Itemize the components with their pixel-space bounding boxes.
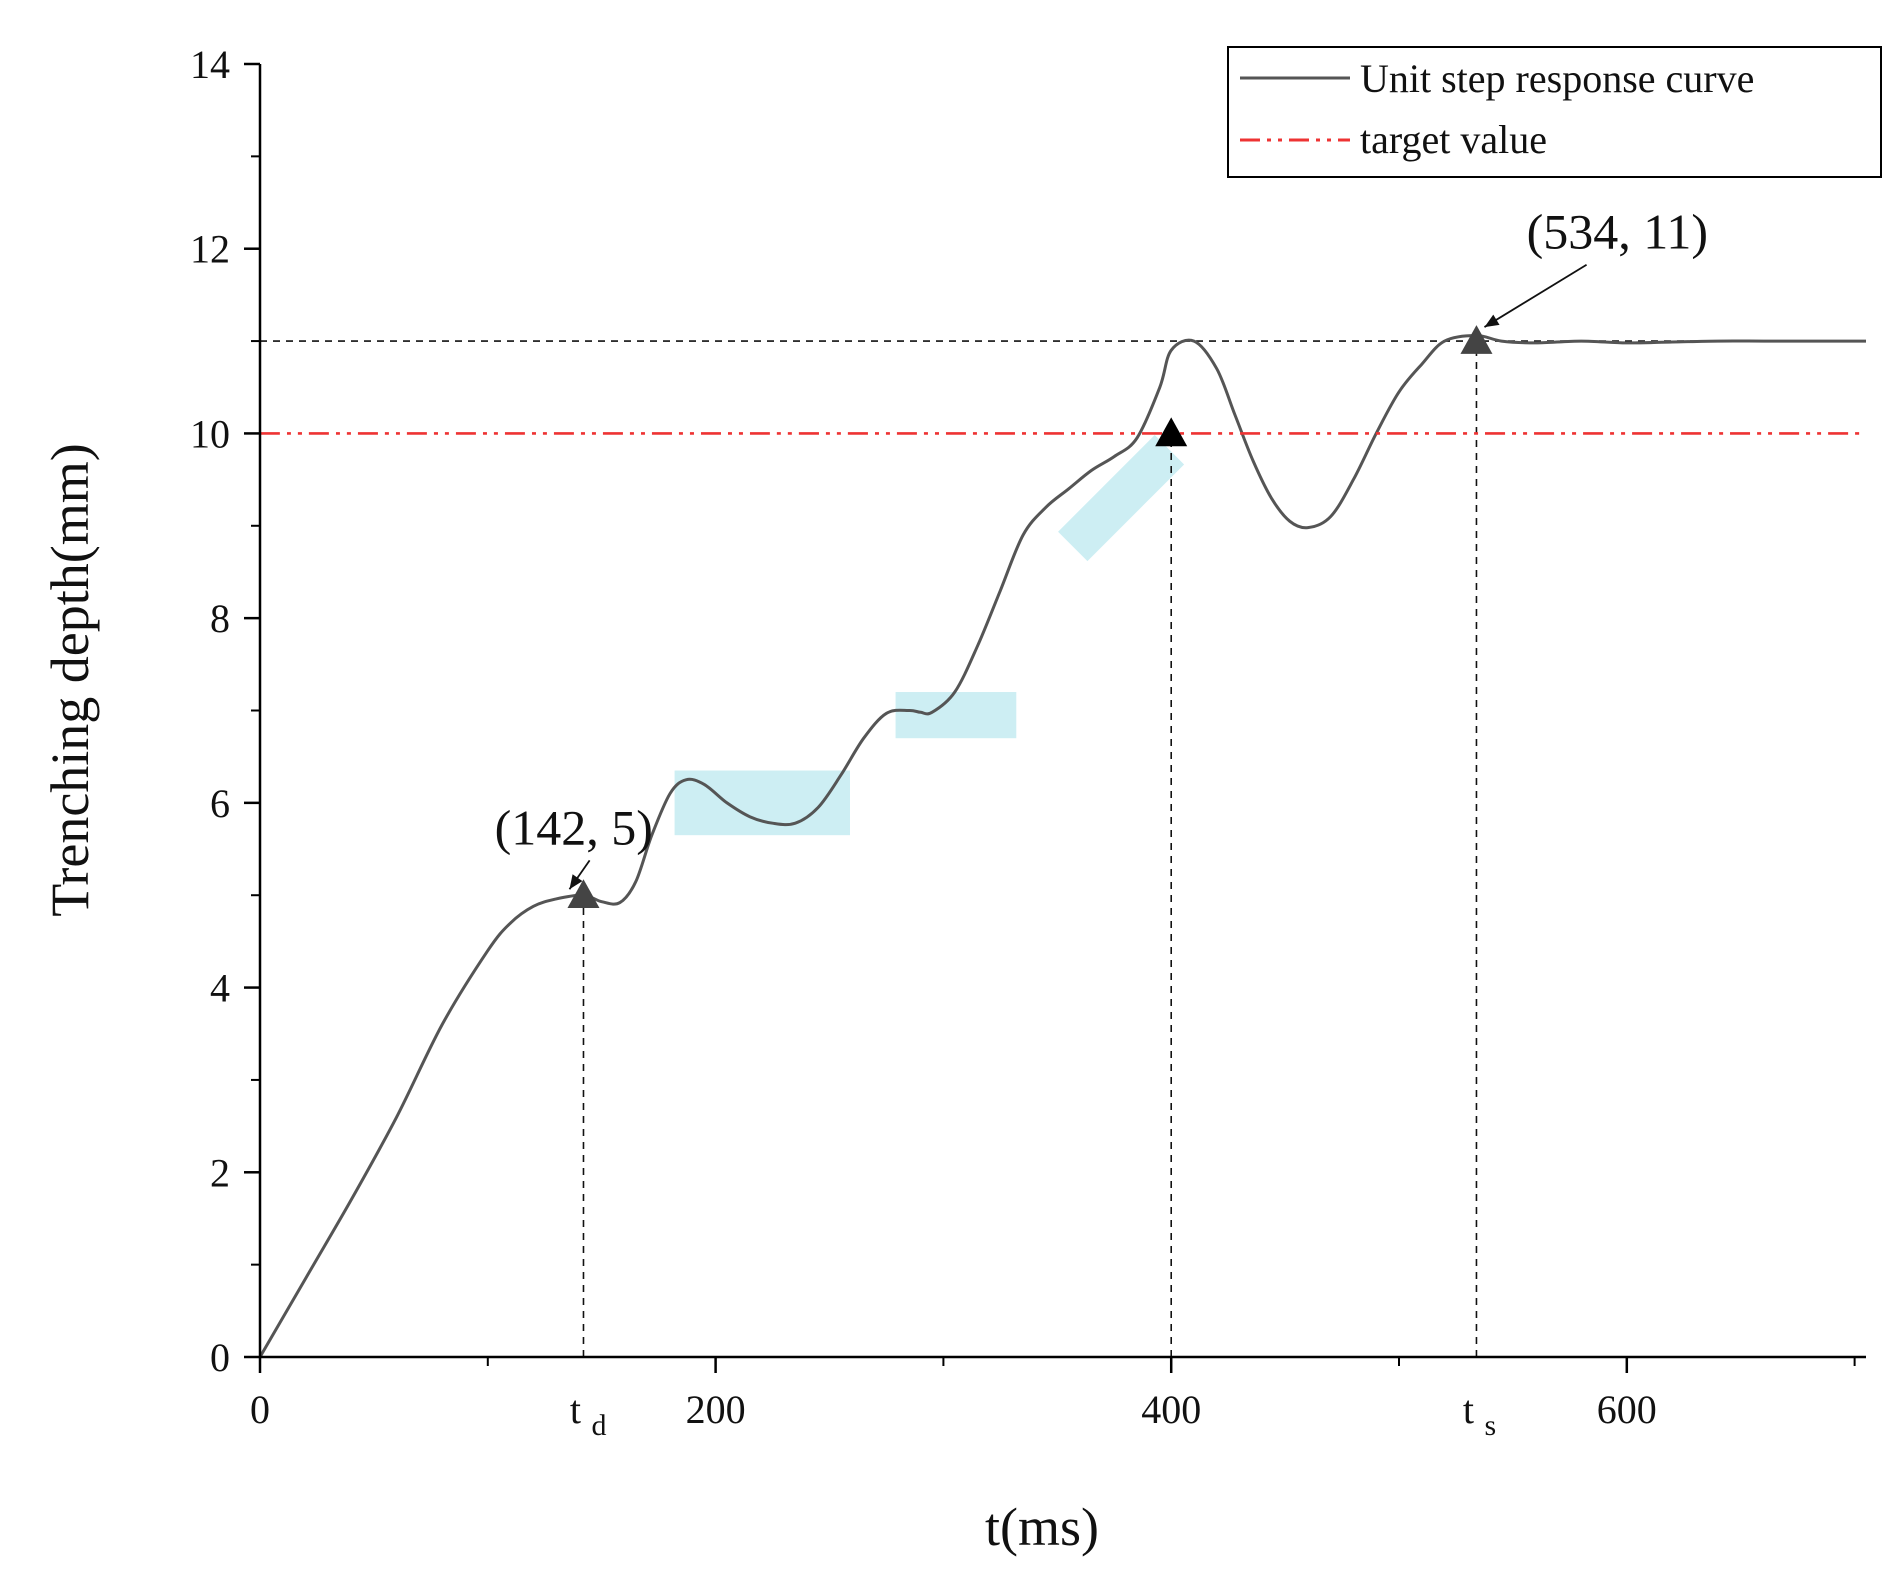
annotation-arrowhead-1 [1484,314,1500,328]
x-axis-title: t(ms) [985,1497,1099,1557]
annotations: (142, 5) (534, 11) [495,204,1708,890]
x-tick-label: 0 [250,1387,270,1432]
y-tick-label: 4 [210,966,230,1011]
x-symbol-subscript-1: s [1484,1409,1496,1442]
x-tick-label: 200 [686,1387,746,1432]
y-tick-label: 12 [190,227,230,272]
reference-lines [260,340,1866,1357]
y-tick-label: 6 [210,781,230,826]
x-symbol-label-0: t [570,1387,581,1432]
y-tick-label: 8 [210,596,230,641]
marker-triangle-0 [567,879,600,909]
x-symbol-label-1: t [1463,1387,1474,1432]
annotation-arrowhead-0 [569,874,583,890]
highlight-region-1 [895,692,1017,739]
x-tick-label: 600 [1597,1387,1657,1432]
x-symbol-subscript-0: d [591,1409,606,1442]
annotation-label-1: (534, 11) [1527,204,1708,260]
y-tick-label: 14 [190,42,230,87]
annotation-leader-1 [1483,263,1588,328]
annotation-label-0: (142, 5) [495,799,653,855]
marker-triangle-2 [1460,325,1493,354]
legend: Unit step response curve target value [1227,46,1882,178]
legend-box [1227,46,1882,178]
x-tick-label: 400 [1141,1387,1201,1432]
legend-label-response: Unit step response curve [1360,56,1754,101]
y-axis-title: Trenching depth(mm) [40,443,100,916]
y-tick-label: 0 [210,1335,230,1380]
y-tick-label: 2 [210,1150,230,1195]
legend-label-target: target value [1360,117,1547,162]
marker-triangle-1 [1155,417,1188,447]
highlight-region-2 [1058,435,1185,562]
point-markers [567,325,1493,909]
y-tick-label: 10 [190,411,230,456]
